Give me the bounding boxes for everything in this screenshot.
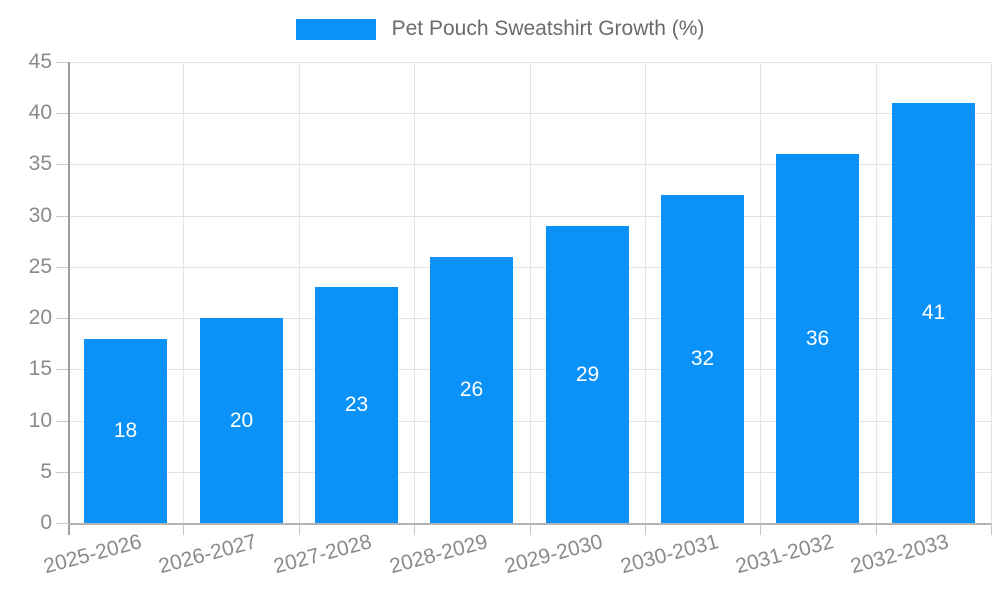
- y-tick: [56, 164, 68, 165]
- x-gridline: [760, 62, 761, 523]
- x-tick-label: 2030-2031: [617, 530, 721, 579]
- bar-value-label: 36: [805, 327, 830, 350]
- x-axis-line: [68, 523, 991, 525]
- y-tick: [56, 113, 68, 114]
- y-tick-label: 10: [28, 409, 52, 432]
- bar-value-label: 23: [344, 393, 369, 416]
- bar: [892, 103, 975, 523]
- x-tick: [760, 523, 761, 535]
- bar: [661, 195, 744, 523]
- y-tick-label: 0: [40, 511, 52, 534]
- y-gridline: [68, 164, 991, 165]
- x-tick-label: 2028-2029: [386, 530, 490, 579]
- y-tick-label: 40: [28, 101, 52, 124]
- x-tick-label: 2027-2028: [270, 530, 374, 579]
- y-gridline: [68, 318, 991, 319]
- y-tick-label: 25: [28, 255, 52, 278]
- y-tick: [56, 318, 68, 319]
- x-gridline: [991, 62, 992, 523]
- bar-value-label: 18: [113, 419, 138, 442]
- legend-label[interactable]: Pet Pouch Sweatshirt Growth (%): [391, 17, 705, 40]
- x-tick: [645, 523, 646, 535]
- y-tick: [56, 472, 68, 473]
- y-gridline: [68, 216, 991, 217]
- y-gridline: [68, 62, 991, 63]
- y-tick-label: 20: [28, 306, 52, 329]
- x-tick: [299, 523, 300, 535]
- x-tick: [876, 523, 877, 535]
- x-gridline: [530, 62, 531, 523]
- y-tick: [56, 523, 68, 524]
- y-axis-line: [68, 62, 70, 535]
- y-gridline: [68, 421, 991, 422]
- x-tick-label: 2026-2027: [155, 530, 259, 579]
- bar: [430, 257, 513, 523]
- y-tick-label: 45: [28, 50, 52, 73]
- x-gridline: [414, 62, 415, 523]
- x-tick: [414, 523, 415, 535]
- bar: [776, 154, 859, 523]
- y-tick-label: 35: [28, 152, 52, 175]
- y-gridline: [68, 267, 991, 268]
- x-tick-label: 2029-2030: [501, 530, 605, 579]
- y-tick: [56, 369, 68, 370]
- y-gridline: [68, 472, 991, 473]
- y-tick: [56, 62, 68, 63]
- y-tick-label: 30: [28, 204, 52, 227]
- x-tick: [183, 523, 184, 535]
- y-tick-label: 5: [40, 460, 52, 483]
- x-tick: [530, 523, 531, 535]
- legend-swatch[interactable]: [295, 18, 376, 40]
- x-tick: [991, 523, 992, 535]
- x-tick-label: 2031-2032: [732, 530, 836, 579]
- x-gridline: [299, 62, 300, 523]
- bar: [200, 318, 283, 523]
- y-tick: [56, 421, 68, 422]
- y-gridline: [68, 369, 991, 370]
- y-tick: [56, 216, 68, 217]
- bar: [84, 339, 167, 523]
- bar-value-label: 20: [229, 409, 254, 432]
- bar-value-label: 29: [575, 363, 600, 386]
- y-gridline: [68, 113, 991, 114]
- bar-value-label: 41: [921, 301, 946, 324]
- bar: [315, 287, 398, 523]
- bar: [546, 226, 629, 523]
- bar-value-label: 32: [690, 347, 715, 370]
- x-tick-label: 2032-2033: [847, 530, 951, 579]
- y-tick-label: 15: [28, 357, 52, 380]
- bar-value-label: 26: [459, 378, 484, 401]
- x-gridline: [876, 62, 877, 523]
- x-gridline: [645, 62, 646, 523]
- y-tick: [56, 267, 68, 268]
- x-gridline: [183, 62, 184, 523]
- x-tick-label: 2025-2026: [40, 530, 144, 579]
- chart-legend[interactable]: Pet Pouch Sweatshirt Growth (%): [0, 14, 1000, 44]
